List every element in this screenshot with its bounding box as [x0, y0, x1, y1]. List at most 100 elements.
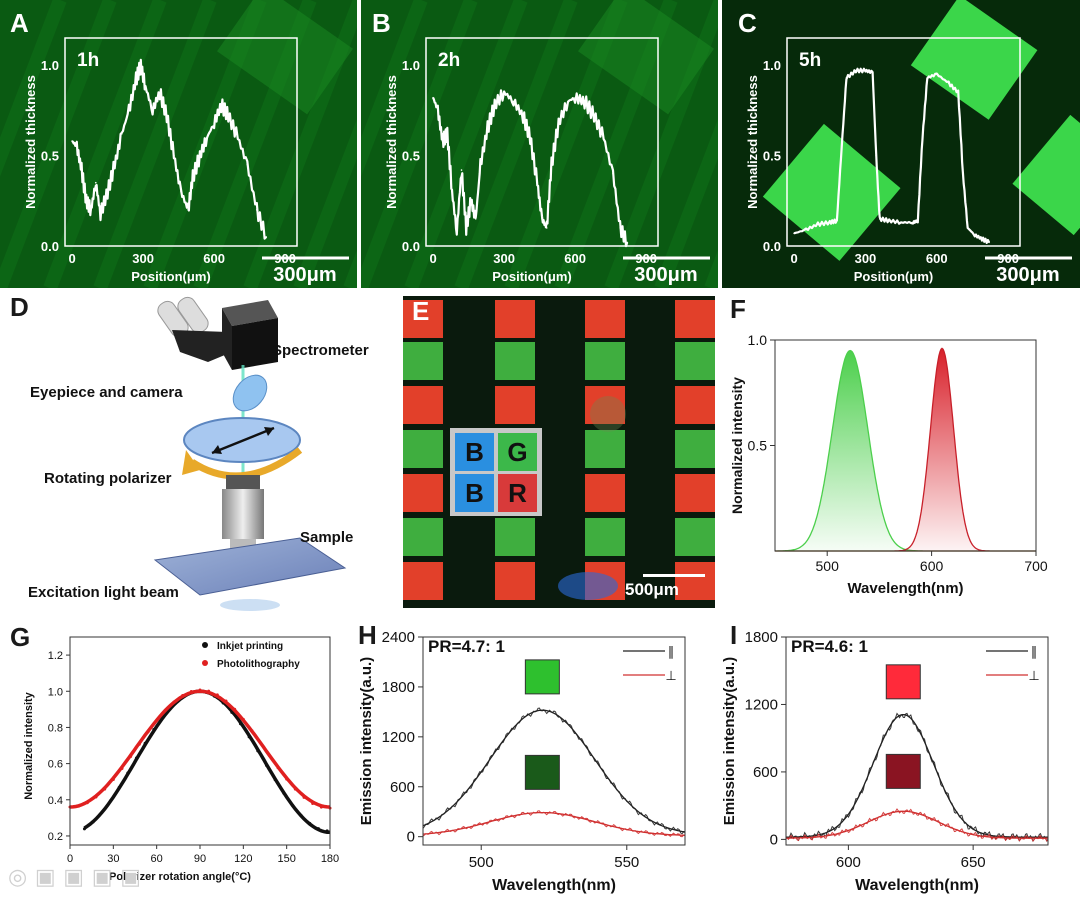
cell-r: R [498, 474, 537, 512]
y-tick-label: 1.0 [748, 332, 768, 348]
trace-point [550, 163, 553, 166]
pr-annotation: PR=4.7: 1 [428, 637, 505, 656]
trace-point [583, 100, 586, 103]
polarization-angle-chart: 0 30 60 90 120 150 180 0.2 0.4 0.6 0.8 1.0 1.2 Polari… [23, 636, 339, 883]
y-tick-label: 1200 [382, 729, 415, 746]
panel-label-g: G [10, 622, 31, 652]
x-tick-label: 550 [614, 854, 639, 871]
y-tick-label: 0.5 [748, 438, 768, 454]
pixel-square [495, 342, 535, 380]
data-point [238, 722, 242, 726]
x-tick-label: 300 [132, 251, 154, 266]
data-point [241, 717, 245, 721]
data-point [172, 700, 176, 704]
panel-b: 0.00.51.00300600900Normalized thicknessP… [304, 0, 878, 291]
scalebar-text: 300μm [996, 264, 1059, 286]
trace-point [626, 241, 629, 244]
spectrum-fit-parallel [786, 713, 1048, 838]
thickness-trace [432, 89, 629, 248]
y-tick-label: 0 [770, 831, 778, 848]
x-tick-label: 0 [67, 853, 73, 865]
data-point [247, 735, 251, 739]
data-point [316, 827, 320, 831]
fit-curve-inkjet [83, 689, 331, 835]
trace-point [106, 190, 109, 193]
legend-label: Inkjet printing [217, 641, 283, 652]
micro-patch [217, 0, 353, 115]
trace-point [465, 227, 468, 229]
trace-point [878, 218, 881, 220]
pixel-square [403, 430, 443, 468]
trace-point [151, 109, 154, 112]
spectrum-fit-perpendicular [422, 811, 686, 836]
y-axis-label: Normalized thickness [745, 75, 760, 209]
pixel-square [495, 386, 535, 424]
watermark-logo: ◎ ▣ ▣ ▣ ▣ [8, 865, 141, 890]
y-tick-label: 1200 [745, 696, 778, 713]
trace-point [888, 219, 891, 222]
time-label: 1h [77, 50, 99, 71]
objective-icon [222, 475, 264, 551]
data-point [111, 778, 115, 782]
trace-point [593, 114, 595, 117]
data-point [137, 742, 141, 746]
pixel-square [495, 518, 535, 556]
trace-point [192, 176, 194, 179]
panel-f: 500 600 700 0.5 1.0 Wavelength(nm) Normalized … [718, 292, 1080, 612]
crystal-square [1012, 114, 1080, 236]
legend-label: ∥ [1031, 644, 1038, 659]
trace-point [845, 76, 848, 79]
y-axis-label: Normalized intensity [729, 377, 745, 514]
trace-point [460, 169, 463, 171]
trace-point [441, 140, 444, 142]
data-point [207, 689, 211, 693]
crystal-square [910, 0, 1038, 120]
data-point [264, 763, 268, 767]
x-tick-label: 60 [151, 853, 163, 865]
plot-frame [785, 636, 1049, 846]
pixel-square [675, 300, 715, 338]
trace-point [246, 163, 249, 166]
thickness-trace [71, 58, 267, 240]
trace-point [981, 237, 983, 240]
trace-point [805, 228, 807, 231]
data-point [299, 814, 303, 818]
pixel-square [585, 342, 625, 380]
micro-band [404, 0, 528, 291]
y-tick-label: 0.0 [402, 239, 420, 254]
y-tick-label: 1.0 [48, 686, 63, 698]
trace-point [612, 172, 614, 175]
trace-point [962, 172, 964, 175]
trace-point [567, 100, 569, 103]
x-tick-label: 500 [469, 854, 494, 871]
trace-point [557, 122, 560, 124]
trace-point [871, 71, 874, 74]
trace-point [828, 221, 831, 224]
y-tick-label: 1.0 [41, 58, 59, 73]
x-tick-label: 0 [791, 251, 798, 266]
legend-label: ⊥ [1028, 668, 1039, 683]
data-point [129, 755, 133, 759]
crystal-square [762, 123, 901, 261]
y-tick-label: 0 [407, 829, 415, 846]
trace-point [817, 223, 819, 226]
x-tick-label: 0 [68, 251, 75, 266]
panel-label-e: E [412, 296, 430, 326]
emission-peak-red [775, 347, 1036, 552]
trace-point [503, 91, 505, 94]
x-tick-label: 150 [277, 853, 295, 865]
thickness-chart-b: 0.00.51.00300600900Normalized thicknessP… [304, 0, 878, 291]
plot-frame [425, 37, 659, 247]
x-tick-label: 30 [107, 853, 119, 865]
trace-point [90, 209, 92, 211]
trace-point [947, 82, 950, 85]
trace-point [479, 163, 482, 166]
x-tick-label: 600 [203, 251, 225, 266]
y-tick-label: 1.2 [48, 650, 63, 662]
x-tick-label: 180 [321, 853, 339, 865]
y-tick-label: 600 [390, 779, 415, 796]
data-point [100, 811, 104, 815]
dust-particle [590, 396, 626, 432]
spectrum-data-parallel [422, 707, 686, 835]
trace-point [199, 154, 201, 157]
